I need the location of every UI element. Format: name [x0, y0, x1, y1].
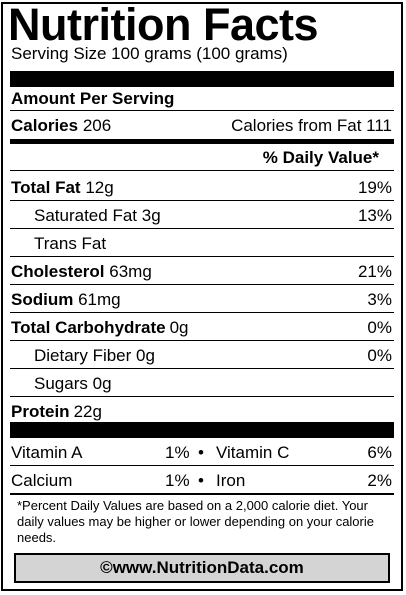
calcium-dv: 1% [165, 471, 190, 490]
nutrient-dv: 3% [367, 290, 392, 309]
nutrient-dv: 21% [357, 262, 392, 281]
divider [10, 465, 394, 466]
divider [10, 228, 394, 229]
nutrient-row-trans-fat: Trans Fat [34, 234, 106, 254]
source-link[interactable]: ©www.NutritionData.com [14, 553, 390, 583]
nutrient-amount: 22g [73, 402, 102, 421]
calories-label: Calories [11, 116, 79, 135]
nutrient-row-saturated-fat: Saturated Fat 3g [34, 206, 161, 226]
nutrient-amount: 61mg [78, 290, 121, 309]
calcium-label: Calcium [11, 471, 73, 490]
amount-per-serving: Amount Per Serving [11, 89, 175, 108]
divider [10, 284, 394, 285]
bullet-separator: • [198, 471, 204, 490]
calories-row: Calories 206 [11, 116, 111, 136]
nutrient-label: Sodium [11, 290, 74, 309]
divider [10, 200, 394, 201]
vitamin-a-label: Vitamin A [11, 443, 83, 462]
nutrient-amount: 0g [169, 318, 189, 337]
calories-from-fat: Calories from Fat 111 [231, 116, 392, 135]
nutrient-label: Total Carbohydrate [11, 318, 166, 337]
nutrient-amount: 3g [141, 206, 161, 225]
nutrient-label: Protein [11, 402, 70, 421]
nutrient-row-cholesterol: Cholesterol 63mg [11, 262, 152, 282]
nutrient-label: Cholesterol [11, 262, 105, 281]
daily-value-header: % Daily Value* [262, 148, 379, 167]
serving-size: Serving Size 100 grams (100 grams) [11, 44, 288, 63]
divider [10, 312, 394, 313]
vitamin-c-label: Vitamin C [216, 443, 290, 462]
nutrient-row-total-carbohydrate: Total Carbohydrate 0g [11, 318, 189, 338]
nutrient-label: Saturated Fat [34, 206, 138, 225]
thick-divider-top [10, 71, 394, 87]
nutrient-row-sugars: Sugars 0g [34, 374, 112, 394]
footnote: *Percent Daily Values are based on a 2,0… [17, 498, 374, 545]
nutrient-row-total-fat: Total Fat 12g [11, 178, 114, 198]
nutrient-amount: 0g [136, 346, 155, 365]
thick-divider-bottom [10, 422, 394, 438]
nutrient-label: Dietary Fiber [34, 346, 132, 365]
source-text: ©www.NutritionData.com [100, 558, 304, 577]
nutrient-dv: 0% [367, 346, 392, 365]
nutrient-label: Sugars [34, 374, 88, 393]
nutrient-amount: 0g [92, 374, 112, 393]
divider [10, 256, 394, 257]
nutrient-label: Total Fat [11, 178, 81, 197]
nutrient-dv: 0% [367, 318, 392, 337]
nutrient-dv: 13% [357, 206, 392, 225]
iron-dv: 2% [367, 471, 392, 490]
divider [10, 170, 394, 171]
calories-value: 206 [82, 116, 112, 135]
divider [10, 110, 394, 111]
label-title: Nutrition Facts [8, 0, 319, 50]
nutrient-amount: 12g [85, 178, 114, 197]
nutrient-label: Trans Fat [34, 234, 107, 253]
nutrient-dv: 19% [357, 178, 392, 197]
divider [10, 340, 394, 341]
divider [10, 368, 394, 369]
nutrient-amount: 63mg [109, 262, 152, 281]
footnote-divider [10, 493, 394, 495]
nutrient-row-dietary-fiber: Dietary Fiber 0g [34, 346, 155, 366]
bullet-separator: • [198, 443, 204, 462]
nutrient-row-sodium: Sodium 61mg [11, 290, 121, 310]
medium-divider [10, 139, 394, 144]
vitamin-c-dv: 6% [367, 443, 392, 462]
divider [10, 396, 394, 397]
vitamin-a-dv: 1% [165, 443, 190, 462]
nutrient-row-protein: Protein 22g [11, 402, 102, 422]
iron-label: Iron [216, 471, 246, 490]
